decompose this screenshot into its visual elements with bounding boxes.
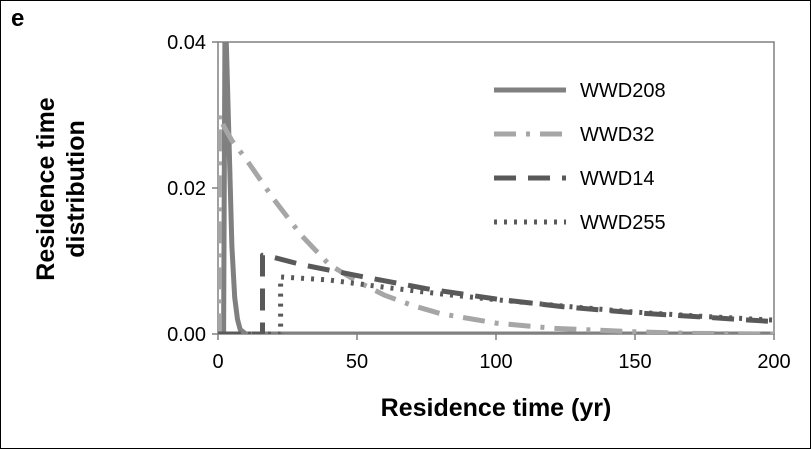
legend-label-wwd208: WWD208 [580,80,666,102]
x-tick-label: 100 [479,351,512,373]
y-tick-label: 0.00 [167,324,206,346]
x-tick-label: 150 [618,351,651,373]
legend-label-wwd255: WWD255 [580,212,666,234]
x-tick-label: 50 [346,351,368,373]
plot-area [217,41,775,335]
series-line-wwd255 [218,274,774,334]
y-tick-label: 0.02 [167,178,206,200]
y-tick-label: 0.04 [167,32,206,54]
x-tick-label: 0 [212,351,223,373]
legend-label-wwd32: WWD32 [580,124,654,146]
x-tick-label: 200 [757,351,790,373]
series-line-wwd208 [218,42,774,334]
x-axis-label: Residence time (yr) [380,394,612,422]
legend-label-wwd14: WWD14 [580,168,654,190]
panel-label: e [11,5,25,32]
series-line-wwd14 [218,252,774,334]
